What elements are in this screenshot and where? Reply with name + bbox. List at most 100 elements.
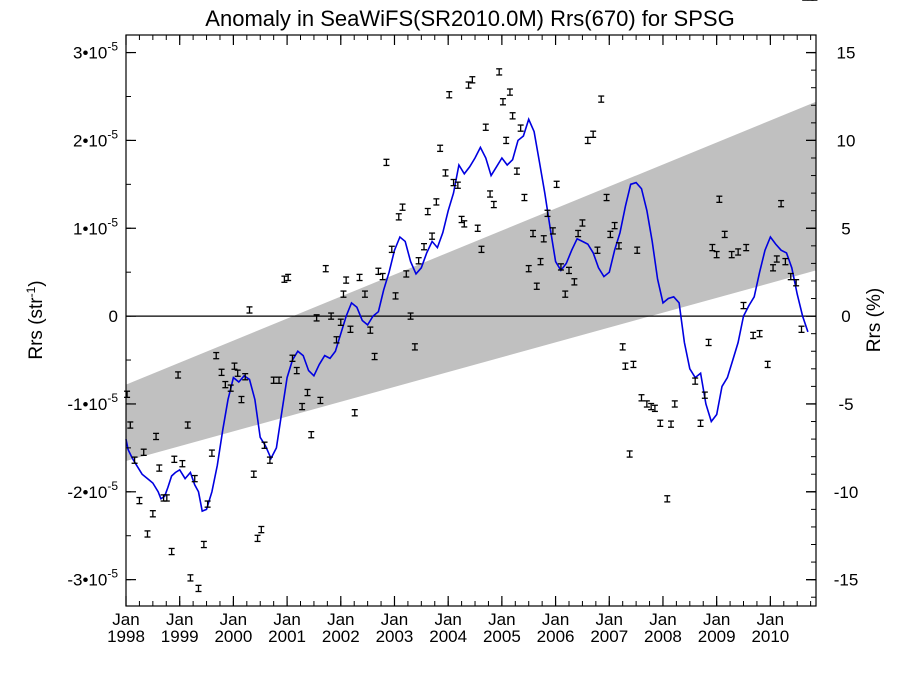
data-point — [322, 264, 329, 273]
data-point — [289, 354, 296, 362]
data-point — [266, 456, 273, 464]
x-tick-month: Jan — [649, 610, 676, 629]
x-tick-month: Jan — [488, 610, 515, 629]
data-point — [227, 384, 234, 392]
chart-title: Anomaly in SeaWiFS(SR2010.0M) Rrs(670) f… — [205, 6, 734, 31]
data-point — [407, 312, 414, 320]
data-point — [421, 242, 428, 251]
data-point — [773, 255, 780, 263]
data-point — [509, 112, 516, 120]
data-point — [544, 209, 551, 218]
data-point — [626, 450, 633, 458]
x-tick-month: Jan — [542, 610, 569, 629]
data-point — [487, 190, 494, 198]
data-point — [246, 306, 253, 314]
trend-confidence-band — [126, 101, 816, 462]
data-point — [187, 574, 194, 582]
data-point — [590, 130, 597, 138]
x-tick-year: 2003 — [376, 627, 414, 646]
data-point — [424, 207, 431, 216]
data-point — [446, 91, 453, 99]
data-point — [195, 584, 202, 593]
data-point — [499, 98, 506, 106]
data-point — [458, 215, 465, 224]
data-point — [638, 394, 645, 402]
data-point — [179, 459, 186, 468]
left-y-tick-label: -2•10-5 — [67, 479, 118, 502]
data-point — [276, 376, 283, 384]
data-point — [308, 430, 315, 439]
data-point — [168, 547, 175, 556]
data-point — [634, 246, 641, 254]
data-point — [317, 396, 324, 405]
data-point — [238, 395, 245, 404]
data-point — [285, 273, 292, 282]
data-point — [333, 336, 340, 344]
data-point — [411, 343, 418, 351]
x-tick-month: Jan — [757, 610, 784, 629]
data-point — [709, 243, 716, 252]
data-point — [454, 181, 461, 189]
data-point — [388, 245, 395, 254]
monthly-points-layer — [124, 0, 818, 593]
x-tick-year: 2008 — [644, 627, 682, 646]
data-point — [530, 229, 537, 238]
data-point — [250, 470, 257, 478]
data-point — [787, 272, 794, 281]
data-point — [258, 525, 265, 534]
data-point — [517, 124, 524, 132]
data-point — [740, 301, 747, 310]
data-point — [521, 193, 528, 202]
data-point — [540, 235, 547, 243]
data-point — [692, 377, 699, 385]
x-tick-month: Jan — [703, 610, 730, 629]
data-point — [594, 246, 601, 254]
data-point — [254, 534, 261, 543]
data-point — [643, 400, 650, 408]
data-point — [124, 390, 131, 399]
right-y-tick-label: -10 — [834, 483, 859, 502]
data-point — [340, 290, 347, 298]
data-point — [213, 351, 220, 360]
data-point — [281, 275, 288, 283]
data-point — [671, 400, 678, 408]
x-tick-year: 1998 — [107, 627, 145, 646]
data-point — [131, 456, 138, 464]
data-point — [668, 420, 675, 428]
data-point — [496, 68, 503, 76]
data-point — [395, 213, 402, 221]
data-point — [361, 290, 368, 298]
x-tick-month: Jan — [166, 610, 193, 629]
data-point — [175, 371, 182, 379]
right-y-tick-label: -15 — [834, 571, 859, 590]
x-tick-year: 1999 — [161, 627, 199, 646]
left-y-tick-label: 2•10-5 — [73, 127, 118, 150]
data-point — [611, 221, 618, 230]
data-point — [750, 331, 757, 340]
data-point — [231, 362, 238, 370]
data-point — [433, 198, 440, 206]
data-point — [383, 158, 390, 167]
data-point — [184, 421, 191, 429]
data-point — [743, 243, 750, 252]
data-point — [379, 272, 386, 281]
data-point — [782, 257, 789, 266]
data-point — [356, 273, 363, 282]
data-point — [371, 352, 378, 361]
data-point — [798, 325, 805, 334]
data-point — [728, 250, 735, 259]
axes-layer — [125, 34, 817, 607]
data-point — [562, 290, 569, 298]
data-point — [351, 409, 358, 417]
data-point — [429, 232, 436, 240]
data-point — [450, 178, 457, 187]
x-tick-year: 2004 — [429, 627, 467, 646]
data-point — [156, 464, 163, 472]
trend-band-layer — [126, 101, 816, 462]
right-y-tick-label: 10 — [837, 131, 856, 150]
data-point — [553, 180, 560, 189]
x-tick-year: 2002 — [322, 627, 360, 646]
data-point — [204, 500, 211, 508]
data-point — [140, 448, 147, 456]
